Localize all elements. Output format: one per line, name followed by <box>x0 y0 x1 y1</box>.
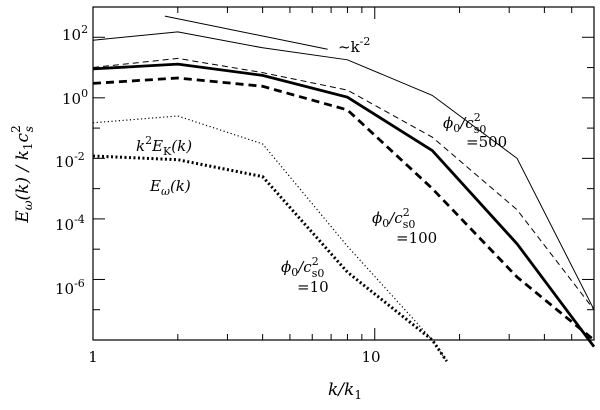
annotation-slope: ~k-2 <box>338 35 370 56</box>
ticks-layer <box>92 6 595 341</box>
annotation-phi-100-value: =100 <box>396 229 437 247</box>
annotation-phi-10-value: =10 <box>297 278 329 296</box>
series-line-thin-solid <box>92 31 595 310</box>
plot-frame <box>92 6 595 341</box>
annotation-phi-500-value: =500 <box>466 133 507 151</box>
x-axis-title: k/k1 <box>328 380 362 402</box>
series-line-thick-dotted <box>92 154 448 363</box>
y-tick-label-1e0: 100 <box>62 87 88 108</box>
series-line-thin-dashed <box>92 57 595 311</box>
series-line-reference <box>164 15 328 50</box>
y-tick-label-1e2: 102 <box>62 23 88 44</box>
x-tick-label-10: 10 <box>361 348 380 366</box>
y-tick-label-1e-2: 10-2 <box>55 150 85 171</box>
series-line-thin-dotted <box>92 115 448 362</box>
series-layer <box>92 15 596 363</box>
y-axis-title: Eω(k) / k1c2s <box>9 125 36 223</box>
series-line-thick-dashed <box>92 76 595 342</box>
annotation-phi-500: ϕ0/c2 s0 <box>443 111 486 136</box>
annotation-vorticity-spectrum: Eω(k) <box>149 177 191 198</box>
x-tick-label-1: 1 <box>88 348 98 366</box>
annotation-phi-10: ϕ0/c2 s0 <box>281 255 324 280</box>
y-tick-label-1e-6: 10-6 <box>55 277 85 298</box>
annotation-kinetic-spectrum: k2EK(k) <box>136 134 192 158</box>
y-tick-label-1e-4: 10-4 <box>55 213 85 234</box>
annotation-phi-100: ϕ0/c2 s0 <box>372 206 415 231</box>
series-line-thick-solid <box>92 62 596 348</box>
